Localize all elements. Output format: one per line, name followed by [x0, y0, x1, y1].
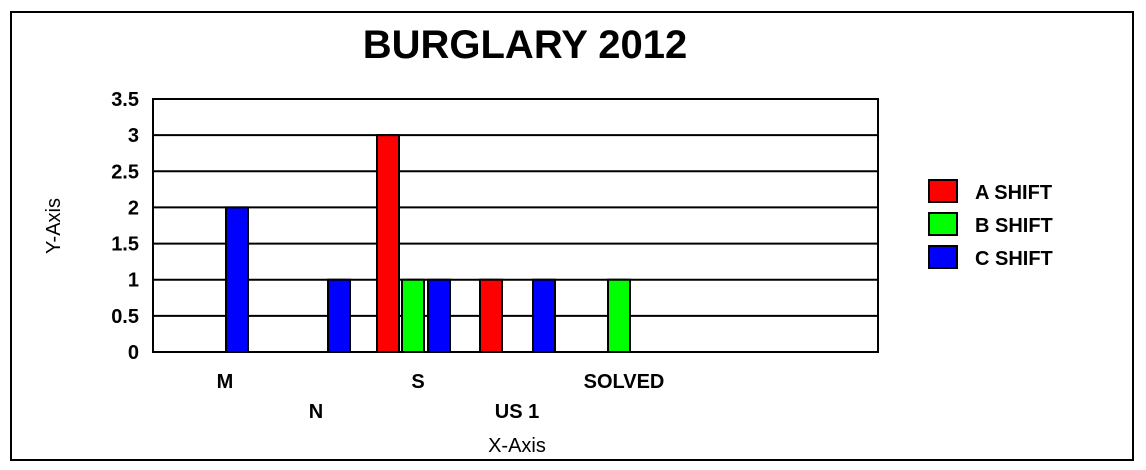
legend-label: C SHIFT: [975, 248, 1053, 270]
bar-c-shift: [427, 278, 451, 354]
x-tick-labels: M N S US 1 SOLVED: [217, 371, 665, 423]
x-tick-label: S: [411, 371, 424, 393]
bar-a-shift: [479, 278, 503, 354]
legend: A SHIFT B SHIFT C SHIFT: [928, 179, 1053, 270]
bar-c-shift: [327, 278, 351, 354]
x-tick-label: US 1: [495, 401, 539, 423]
legend-swatch: [928, 212, 958, 236]
bar-c-shift: [532, 278, 556, 354]
y-tick-label: 2: [128, 197, 139, 219]
y-tick-label: 1.5: [111, 234, 139, 256]
y-tick-label: 3.5: [111, 89, 139, 111]
chart-title: BURGLARY 2012: [363, 23, 688, 67]
x-tick-label: M: [217, 371, 234, 393]
legend-label: B SHIFT: [975, 215, 1053, 237]
y-tick-labels: 0 0.5 1 1.5 2 2.5 3 3.5: [111, 89, 139, 364]
bar-a-shift: [376, 134, 400, 353]
x-axis-label: X-Axis: [488, 435, 546, 457]
y-tick-label: 2.5: [111, 161, 139, 183]
gridlines: [152, 98, 879, 353]
y-tick-label: 1: [128, 270, 139, 292]
plot-area: [152, 98, 879, 353]
legend-swatch: [928, 245, 958, 269]
y-tick-label: 3: [128, 125, 139, 147]
y-axis-label: Y-Axis: [43, 198, 65, 254]
x-tick-label: SOLVED: [584, 371, 665, 393]
legend-swatch: [928, 179, 958, 203]
bar-b-shift: [607, 278, 631, 354]
x-tick-label: N: [309, 401, 323, 423]
legend-label: A SHIFT: [975, 182, 1052, 204]
y-tick-label: 0.5: [111, 306, 139, 328]
bar-b-shift: [401, 278, 425, 354]
y-tick-label: 0: [128, 342, 139, 364]
bars: [225, 134, 631, 354]
bar-c-shift: [225, 206, 249, 353]
